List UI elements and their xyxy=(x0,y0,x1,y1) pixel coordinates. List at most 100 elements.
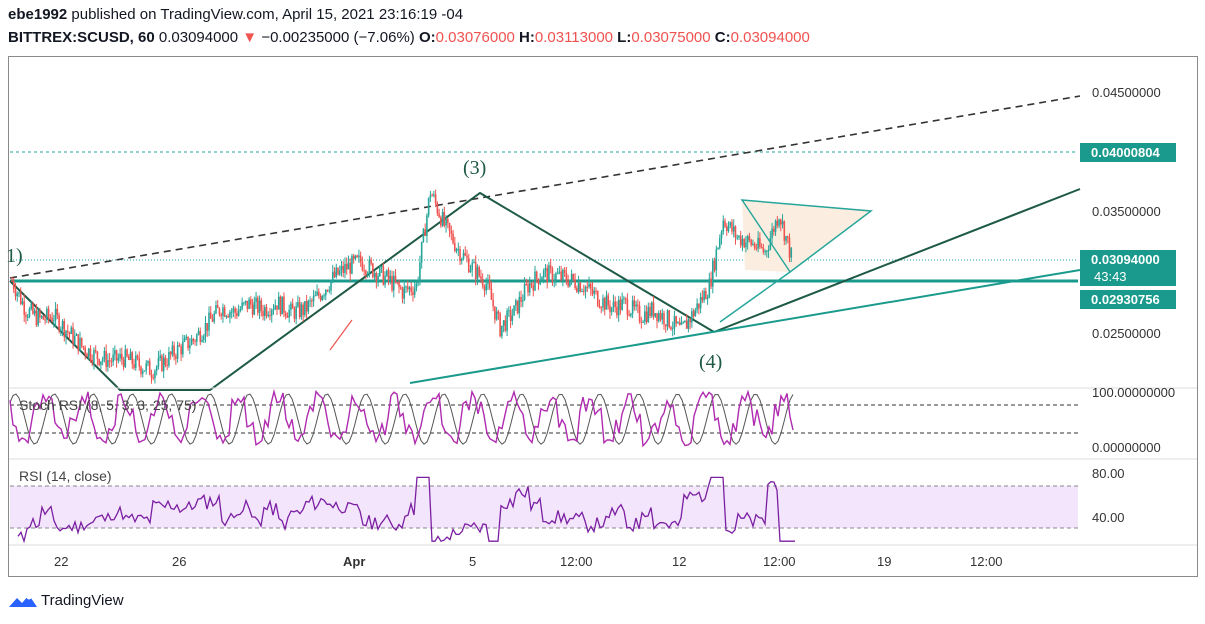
candle-body xyxy=(783,221,786,241)
candle-body xyxy=(152,377,155,379)
candle-body xyxy=(54,308,57,321)
stoch-tick-0: 0.00000000 xyxy=(1092,440,1161,455)
candle-body xyxy=(637,304,639,306)
candle-body xyxy=(77,334,80,351)
candle-body xyxy=(359,255,362,262)
candle-body xyxy=(237,310,240,316)
candle-body xyxy=(18,292,20,294)
candle-body xyxy=(86,353,88,357)
candle-body xyxy=(258,300,261,313)
candle-body xyxy=(56,308,59,315)
upper-trendline-dashed[interactable] xyxy=(9,95,1081,279)
candle-body xyxy=(699,297,702,309)
candle-body xyxy=(159,355,161,358)
wave-zigzag[interactable] xyxy=(9,191,715,391)
candle-body xyxy=(162,357,165,372)
candle-body xyxy=(581,290,583,292)
candle-body xyxy=(63,321,66,338)
candle-body xyxy=(450,230,453,234)
low-value: 0.03075000 xyxy=(631,29,711,46)
candle-body xyxy=(652,302,655,317)
badge-last-price-text: 0.03094000 xyxy=(1091,252,1160,267)
candle-body xyxy=(222,307,224,316)
candle-body xyxy=(316,291,318,296)
candle-body xyxy=(720,231,723,239)
candle-body xyxy=(307,301,310,312)
tradingview-footer[interactable]: TradingView xyxy=(8,592,124,609)
candle-body xyxy=(230,311,233,313)
candle-body xyxy=(576,288,578,292)
y-tick-0.035: 0.03500000 xyxy=(1092,204,1161,219)
candle-body xyxy=(133,364,135,368)
candle-body xyxy=(429,195,432,199)
candle-body xyxy=(724,220,726,227)
candle-body xyxy=(197,331,200,335)
long-teal-trendline[interactable] xyxy=(409,269,1081,384)
candle-body xyxy=(555,273,557,281)
correction-mark xyxy=(329,319,353,351)
candle-body xyxy=(21,301,24,305)
chart-frame[interactable] xyxy=(8,56,1198,577)
candle-body xyxy=(649,306,651,316)
candle-body xyxy=(642,321,644,323)
candle-body xyxy=(206,322,209,331)
candle-body xyxy=(328,290,331,292)
candle-body xyxy=(128,356,130,360)
candle-body xyxy=(344,263,346,273)
candle-body xyxy=(115,350,118,361)
wave-label-3: (3) xyxy=(463,157,486,179)
candle-body xyxy=(593,290,596,294)
candle-body xyxy=(239,309,242,311)
candle-body xyxy=(729,222,732,226)
badge-countdown-text: 43:43 xyxy=(1094,269,1127,284)
candle-body xyxy=(274,305,277,310)
candle-body xyxy=(218,308,221,315)
author-name[interactable]: ebe1992 xyxy=(8,6,68,23)
rising-trendline[interactable] xyxy=(713,188,1081,333)
candle-body xyxy=(462,253,465,259)
candle-body xyxy=(448,223,451,231)
candle-body xyxy=(725,226,728,232)
candle-body xyxy=(290,303,292,310)
candle-body xyxy=(497,311,500,314)
candle-body xyxy=(779,219,782,225)
candle-body xyxy=(148,361,151,375)
candle-body xyxy=(143,370,146,372)
symbol-label[interactable]: BITTREX:SCUSD, 60 xyxy=(8,29,155,46)
candle-body xyxy=(640,321,643,323)
candle-body xyxy=(626,299,629,315)
candle-body xyxy=(441,211,444,226)
candle-body xyxy=(187,336,189,349)
candle-body xyxy=(440,217,442,226)
candle-body xyxy=(494,306,496,320)
candle-body xyxy=(39,310,41,318)
candle-body xyxy=(635,304,637,307)
candle-body xyxy=(72,327,74,344)
candle-body xyxy=(509,310,512,321)
candle-body xyxy=(199,331,202,342)
candle-body xyxy=(551,268,554,283)
candle-body xyxy=(684,320,686,323)
candle-body xyxy=(544,268,547,271)
candle-body xyxy=(511,315,514,321)
candle-body xyxy=(610,307,613,313)
candle-body xyxy=(11,280,13,282)
candle-body xyxy=(208,312,210,331)
candle-body xyxy=(87,348,90,357)
candle-body xyxy=(26,317,29,319)
x-tick-19: 19 xyxy=(877,554,891,569)
candle-body xyxy=(671,328,674,330)
rsi-title: RSI (14, close) xyxy=(19,468,112,484)
candle-body xyxy=(141,371,144,374)
candle-body xyxy=(84,347,87,354)
candle-body xyxy=(680,322,683,325)
candle-body xyxy=(91,359,93,363)
candle-body xyxy=(331,271,334,281)
triangle-lower-leg xyxy=(719,271,791,323)
candle-body xyxy=(23,301,26,315)
candle-body xyxy=(422,229,425,242)
candle-body xyxy=(70,327,73,334)
candle-body xyxy=(30,304,32,309)
candle-body xyxy=(616,306,618,316)
